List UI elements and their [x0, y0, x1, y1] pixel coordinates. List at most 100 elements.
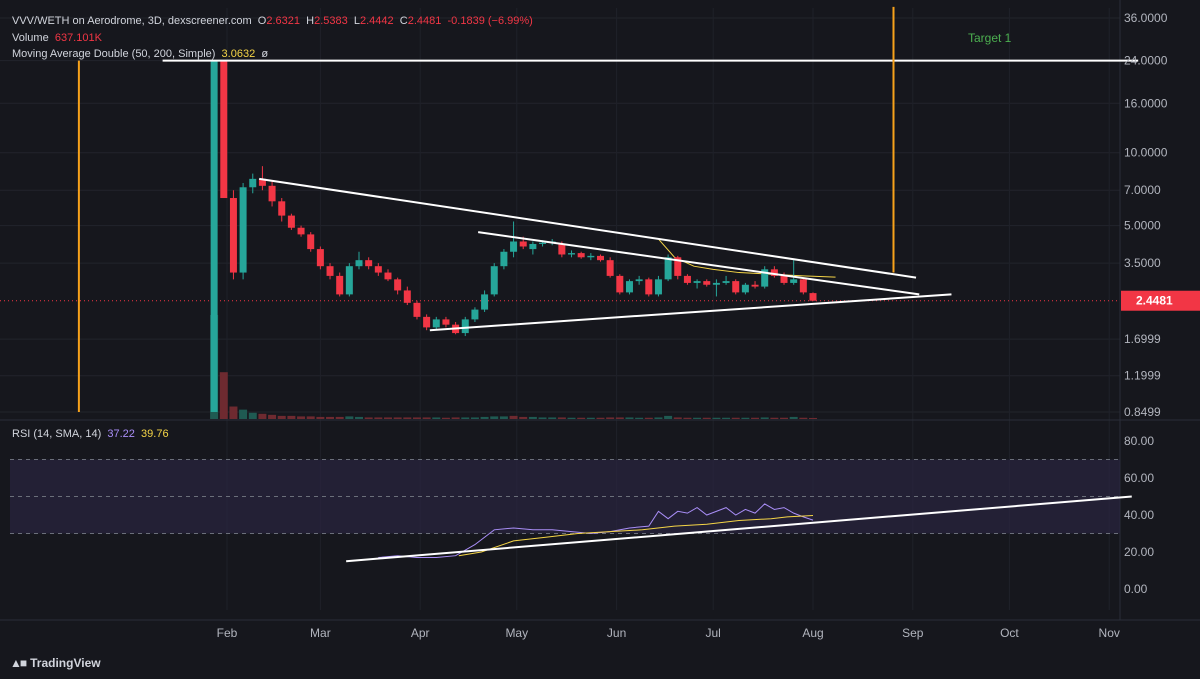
candle-body — [568, 253, 576, 255]
candle-body — [210, 60, 218, 412]
candle-body — [693, 281, 701, 283]
candle-body — [809, 293, 817, 301]
time-tick-label: Sep — [902, 626, 924, 640]
change-value: -0.1839 (−6.99%) — [447, 15, 533, 27]
volume-bar — [519, 416, 528, 419]
volume-bar — [316, 416, 325, 419]
volume-bar — [219, 372, 228, 419]
candle-body — [500, 251, 508, 267]
low-label: L — [353, 15, 360, 27]
volume-bar — [441, 417, 450, 419]
volume-bar — [374, 417, 383, 419]
candle-body — [249, 178, 257, 188]
candle-body — [712, 282, 720, 285]
volume-bar — [741, 417, 750, 419]
volume-bar — [654, 417, 663, 419]
volume-bar — [355, 416, 364, 419]
price-tick-label: 5.0000 — [1124, 219, 1161, 233]
time-tick-label: Aug — [802, 626, 823, 640]
candle-body — [326, 266, 334, 276]
volume-bar — [809, 417, 817, 419]
candle-body — [268, 185, 276, 202]
candle-body — [345, 266, 353, 295]
candle-body — [413, 302, 421, 317]
time-tick-label: Apr — [411, 626, 430, 640]
volume-bar — [480, 416, 489, 419]
volume-bar — [586, 417, 595, 419]
time-tick-label: Mar — [310, 626, 331, 640]
symbol-label: VVV/WETH on Aerodrome, 3D, dexscreener.c… — [12, 15, 252, 27]
volume-bar — [326, 416, 335, 419]
candle-body — [722, 281, 730, 283]
candle-body — [703, 281, 711, 285]
volume-bar — [596, 417, 605, 419]
price-tick-label: 36.0000 — [1124, 11, 1168, 25]
open-value: 2.6321 — [266, 15, 300, 27]
candle-body — [490, 266, 498, 295]
candle-body — [577, 253, 585, 258]
volume-bar — [335, 416, 344, 419]
candle-body — [539, 242, 547, 244]
ma-header: Moving Average Double (50, 200, Simple) … — [12, 48, 268, 60]
candle-body — [790, 279, 798, 283]
candle-body — [297, 227, 305, 235]
volume-bar — [751, 417, 760, 419]
trendline-support — [429, 293, 952, 332]
volume-bar — [683, 417, 692, 419]
rsi-sma-value: 39.76 — [141, 428, 169, 440]
candle-body — [761, 269, 769, 287]
time-tick-label: Jul — [706, 626, 721, 640]
candle-body — [664, 257, 672, 280]
candle-body — [336, 275, 344, 295]
price-tick-label: 7.0000 — [1124, 183, 1161, 197]
volume-bar — [780, 417, 789, 419]
volume-bar — [490, 416, 499, 419]
candle-body — [606, 260, 614, 276]
tradingview-logo-icon: ▲■ — [10, 656, 27, 670]
candle-body — [220, 60, 228, 199]
volume-bar — [722, 417, 731, 419]
price-tick-label: 3.5000 — [1124, 256, 1161, 270]
trendline-inner-resistance — [478, 231, 920, 296]
rsi-label: RSI (14, SMA, 14) — [12, 428, 102, 440]
tradingview-label: TradingView — [30, 656, 101, 670]
candle-body — [278, 201, 286, 216]
candle-body — [442, 319, 450, 325]
close-label: C — [399, 15, 408, 27]
volume-bar — [509, 415, 518, 419]
candle-body — [674, 257, 682, 276]
volume-bar — [760, 417, 769, 419]
volume-bar — [306, 416, 315, 419]
rsi-header: RSI (14, SMA, 14) 37.22 39.76 — [12, 428, 169, 440]
last-price-label: 2.4481 — [1136, 294, 1173, 308]
volume-bar — [702, 417, 711, 419]
candle-body — [394, 279, 402, 291]
candle-body — [780, 275, 788, 283]
tradingview-brand[interactable]: ▲■ TradingView — [10, 656, 101, 670]
volume-bar — [258, 413, 267, 419]
rsi-sma-line — [458, 514, 814, 557]
candle-body — [654, 279, 662, 295]
candle-body — [365, 260, 373, 267]
volume-bar — [548, 417, 557, 419]
volume-bar — [606, 417, 615, 419]
volume-bar — [422, 417, 431, 419]
volume-bar — [693, 417, 702, 419]
volume-bar — [432, 417, 441, 419]
candle-body — [799, 279, 807, 293]
volume-bar — [712, 417, 721, 419]
volume-bar — [557, 417, 566, 419]
volume-bar — [664, 415, 673, 419]
volume-bar — [635, 417, 644, 419]
time-tick-label: Oct — [1000, 626, 1019, 640]
low-value: 2.4442 — [359, 15, 394, 27]
candle-body — [239, 187, 247, 273]
candle-body — [732, 281, 740, 293]
volume-bar — [345, 416, 354, 419]
volume-bar — [644, 417, 653, 419]
candle-body — [355, 260, 363, 267]
volume-label: Volume — [12, 32, 49, 44]
last-price-badge — [1121, 290, 1200, 311]
rsi-tick-label: 20.00 — [1124, 545, 1154, 559]
